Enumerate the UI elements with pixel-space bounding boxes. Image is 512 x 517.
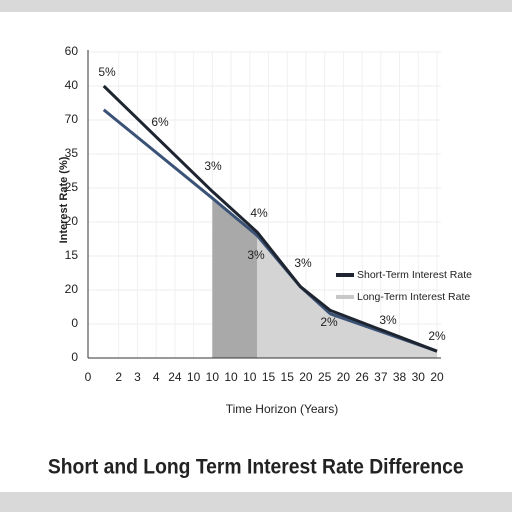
y-tick-label: 0 bbox=[71, 316, 78, 330]
y-tick-label: 20 bbox=[65, 214, 79, 228]
x-tick-label: 25 bbox=[318, 370, 332, 384]
x-tick-label: 15 bbox=[281, 370, 295, 384]
x-axis-label: Time Horizon (Years) bbox=[226, 402, 338, 416]
annotation: 3% bbox=[204, 159, 222, 173]
x-tick-label: 24 bbox=[168, 370, 182, 384]
x-tick-label: 10 bbox=[224, 370, 238, 384]
x-tick-label: 4 bbox=[153, 370, 160, 384]
x-tick-label: 38 bbox=[393, 370, 407, 384]
y-axis-label: Interest Rate (%) bbox=[58, 156, 70, 243]
annotation: 3% bbox=[294, 256, 312, 270]
legend-label: Short-Term Interest Rate bbox=[357, 269, 472, 281]
annotation: 4% bbox=[250, 206, 268, 220]
y-tick-label: 0 bbox=[71, 350, 78, 364]
y-tick-label: 15 bbox=[65, 248, 79, 262]
x-tick-label: 2 bbox=[115, 370, 122, 384]
x-tick-label: 20 bbox=[299, 370, 313, 384]
legend-label: Long-Term Interest Rate bbox=[357, 291, 470, 303]
y-tick-label: 60 bbox=[65, 44, 79, 58]
shaded-area bbox=[257, 235, 437, 358]
annotation: 6% bbox=[151, 115, 169, 129]
x-tick-label: 10 bbox=[243, 370, 257, 384]
x-tick-label: 15 bbox=[262, 370, 276, 384]
series-line bbox=[102, 84, 438, 353]
top-band bbox=[0, 0, 512, 12]
y-tick-label: 25 bbox=[65, 180, 79, 194]
x-tick-label: 0 bbox=[85, 370, 92, 384]
bottom-band bbox=[0, 492, 512, 512]
shaded-area bbox=[212, 198, 258, 358]
y-tick-label: 70 bbox=[65, 112, 79, 126]
annotation: 3% bbox=[379, 313, 397, 327]
x-tick-label: 10 bbox=[206, 370, 220, 384]
annotation: 5% bbox=[98, 65, 116, 79]
y-tick-label: 20 bbox=[65, 282, 79, 296]
annotation: 2% bbox=[428, 329, 446, 343]
annotation: 3% bbox=[247, 248, 265, 262]
y-tick-label: 35 bbox=[65, 146, 79, 160]
x-tick-label: 10 bbox=[187, 370, 201, 384]
x-tick-label: 30 bbox=[412, 370, 426, 384]
x-tick-label: 26 bbox=[355, 370, 369, 384]
y-tick-label: 40 bbox=[65, 78, 79, 92]
x-tick-label: 37 bbox=[374, 370, 388, 384]
chart-title: Short and Long Term Interest Rate Differ… bbox=[48, 456, 464, 479]
x-tick-label: 3 bbox=[134, 370, 141, 384]
x-tick-label: 20 bbox=[430, 370, 444, 384]
annotation: 2% bbox=[320, 315, 338, 329]
x-tick-label: 20 bbox=[337, 370, 351, 384]
